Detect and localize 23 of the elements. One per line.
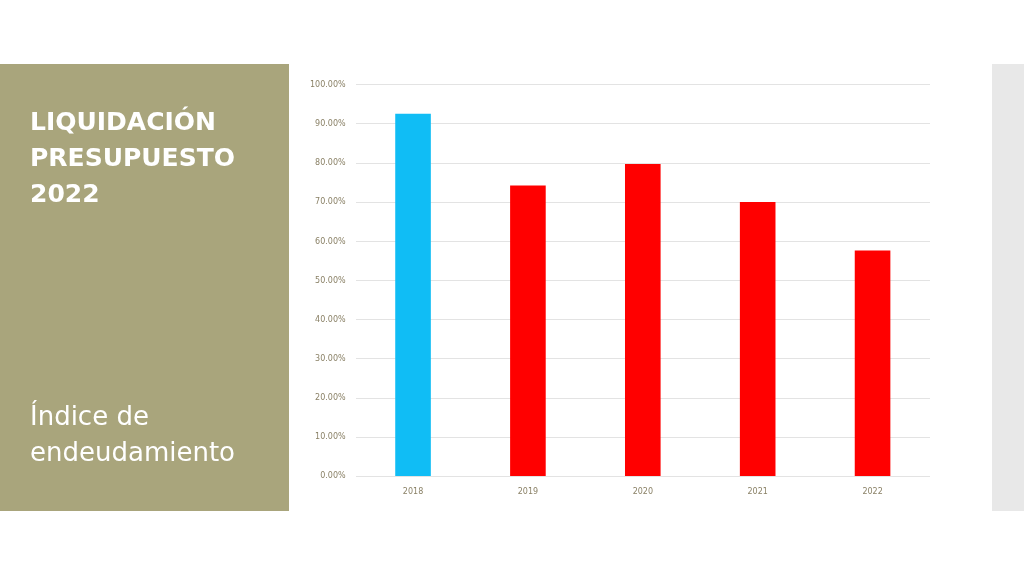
- bar: [854, 250, 891, 476]
- x-tick-label: 2021: [747, 487, 768, 497]
- y-tick-label: 60.00%: [315, 236, 346, 246]
- text: LIQUIDACIÓN PRESUPUESTO 2022: [30, 105, 236, 210]
- text: Índice de endeudamiento: [30, 399, 237, 469]
- y-tick-label: 20.00%: [315, 393, 346, 403]
- y-tick-label: 100.00%: [310, 79, 346, 89]
- x-tick-label: 2019: [517, 487, 539, 497]
- y-tick-label: 30.00%: [315, 354, 346, 363]
- bar: [624, 163, 661, 476]
- bar: [739, 201, 776, 476]
- bar: [510, 185, 546, 476]
- y-tick-label: 40.00%: [315, 314, 346, 324]
- y-tick-label: 0.00%: [320, 471, 346, 481]
- y-tick-label: 80.00%: [315, 158, 346, 168]
- y-tick-label: 50.00%: [315, 275, 346, 285]
- x-tick-label: 2022: [862, 487, 883, 497]
- x-tick-label: 2018: [402, 487, 424, 497]
- x-tick-label: 2020: [632, 487, 653, 497]
- bar: [395, 113, 431, 476]
- y-tick-label: 70.00%: [315, 197, 346, 207]
- y-tick-label: 90.00%: [315, 119, 346, 129]
- y-tick-label: 10.00%: [315, 432, 346, 442]
